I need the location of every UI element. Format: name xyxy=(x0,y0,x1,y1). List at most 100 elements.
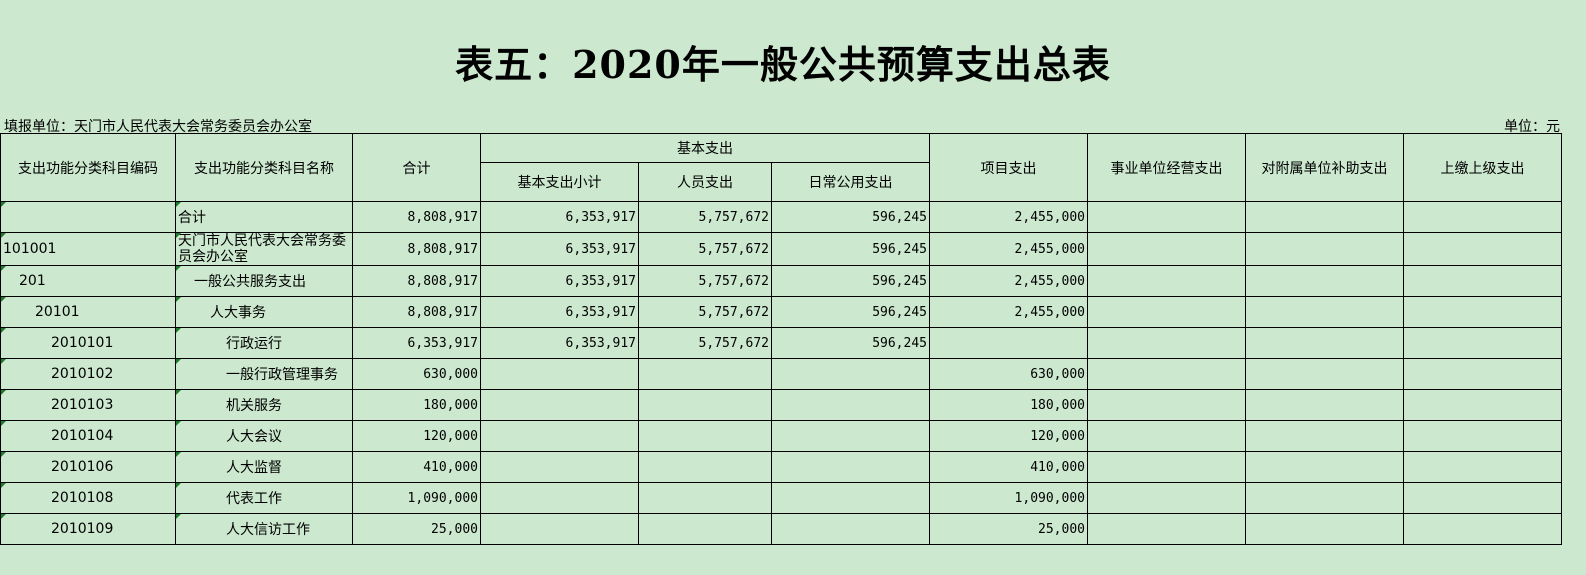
cell-name: 一般公共服务支出 xyxy=(175,265,353,297)
header-total: 合计 xyxy=(352,133,481,202)
table-row: 2010102 一般行政管理事务 630,000 630,000 xyxy=(0,358,1562,390)
cell-public xyxy=(771,389,930,421)
cell-total: 8,808,917 xyxy=(352,232,481,266)
cell-subsidy xyxy=(1245,451,1404,483)
cell-business xyxy=(1087,482,1246,514)
table-row: 2010106 人大监督 410,000 410,000 xyxy=(0,451,1562,483)
table-row: 2010104 人大会议 120,000 120,000 xyxy=(0,420,1562,452)
cell-total: 1,090,000 xyxy=(352,482,481,514)
cell-code: 2010108 xyxy=(0,482,176,514)
cell-business xyxy=(1087,389,1246,421)
header-subsidy: 对附属单位补助支出 xyxy=(1245,133,1404,202)
table-row: 2010103 机关服务 180,000 180,000 xyxy=(0,389,1562,421)
budget-table: 支出功能分类科目编码 支出功能分类科目名称 合计 基本支出 项目支出 事业单位经… xyxy=(0,133,1562,545)
cell-public xyxy=(771,482,930,514)
cell-personnel: 5,757,672 xyxy=(638,265,772,297)
reporting-unit: 填报单位：天门市人民代表大会常务委员会办公室 xyxy=(4,119,312,135)
cell-project: 630,000 xyxy=(929,358,1088,390)
cell-project: 120,000 xyxy=(929,420,1088,452)
header-basic-subtotal: 基本支出小计 xyxy=(480,162,639,202)
header-business: 事业单位经营支出 xyxy=(1087,133,1246,202)
cell-public: 596,245 xyxy=(771,201,930,233)
cell-subsidy xyxy=(1245,265,1404,297)
cell-subsidy xyxy=(1245,358,1404,390)
table-row: 20101 人大事务 8,808,917 6,353,917 5,757,672 596,… xyxy=(0,296,1562,328)
cell-public: 596,245 xyxy=(771,232,930,266)
cell-personnel: 5,757,672 xyxy=(638,327,772,359)
cell-subsidy xyxy=(1245,420,1404,452)
cell-subsidy xyxy=(1245,482,1404,514)
cell-code: 2010101 xyxy=(0,327,176,359)
cell-total: 630,000 xyxy=(352,358,481,390)
cell-basic-subtotal xyxy=(480,513,639,545)
table-row: 201 一般公共服务支出 8,808,917 6,353,917 5,757,672 59… xyxy=(0,265,1562,297)
cell-personnel xyxy=(638,451,772,483)
cell-basic-subtotal: 6,353,917 xyxy=(480,327,639,359)
currency-unit: 单位：元 xyxy=(1504,119,1560,135)
header-public: 日常公用支出 xyxy=(771,162,930,202)
cell-total: 120,000 xyxy=(352,420,481,452)
cell-personnel xyxy=(638,389,772,421)
cell-remit xyxy=(1403,265,1562,297)
cell-public xyxy=(771,420,930,452)
cell-basic-subtotal: 6,353,917 xyxy=(480,201,639,233)
cell-personnel: 5,757,672 xyxy=(638,296,772,328)
cell-name: 人大监督 xyxy=(175,451,353,483)
cell-business xyxy=(1087,358,1246,390)
cell-code xyxy=(0,201,176,233)
cell-subsidy xyxy=(1245,327,1404,359)
header-name: 支出功能分类科目名称 xyxy=(175,133,353,202)
cell-subsidy xyxy=(1245,389,1404,421)
cell-remit xyxy=(1403,451,1562,483)
cell-business xyxy=(1087,451,1246,483)
cell-business xyxy=(1087,296,1246,328)
cell-remit xyxy=(1403,232,1562,266)
cell-name: 人大事务 xyxy=(175,296,353,328)
cell-public: 596,245 xyxy=(771,265,930,297)
cell-basic-subtotal: 6,353,917 xyxy=(480,296,639,328)
cell-remit xyxy=(1403,482,1562,514)
cell-total: 8,808,917 xyxy=(352,296,481,328)
cell-project: 2,455,000 xyxy=(929,201,1088,233)
cell-business xyxy=(1087,327,1246,359)
cell-business xyxy=(1087,420,1246,452)
header-remit: 上缴上级支出 xyxy=(1403,133,1562,202)
cell-name: 机关服务 xyxy=(175,389,353,421)
cell-subsidy xyxy=(1245,232,1404,266)
cell-project: 1,090,000 xyxy=(929,482,1088,514)
cell-total: 25,000 xyxy=(352,513,481,545)
cell-subsidy xyxy=(1245,201,1404,233)
header-project: 项目支出 xyxy=(929,133,1088,202)
cell-name: 天门市人民代表大会常务委员会办公室 xyxy=(175,232,353,266)
cell-personnel xyxy=(638,358,772,390)
cell-business xyxy=(1087,513,1246,545)
cell-code: 2010109 xyxy=(0,513,176,545)
cell-name: 代表工作 xyxy=(175,482,353,514)
cell-code: 201 xyxy=(0,265,176,297)
cell-basic-subtotal: 6,353,917 xyxy=(480,265,639,297)
cell-total: 8,808,917 xyxy=(352,201,481,233)
cell-code: 2010106 xyxy=(0,451,176,483)
cell-name: 合计 xyxy=(175,201,353,233)
cell-public: 596,245 xyxy=(771,327,930,359)
table-row: 101001 天门市人民代表大会常务委员会办公室 8,808,917 6,353,91… xyxy=(0,232,1562,266)
cell-basic-subtotal xyxy=(480,451,639,483)
cell-basic-subtotal xyxy=(480,420,639,452)
table-body: 合计 8,808,917 6,353,917 5,757,672 596,245 2,45… xyxy=(0,201,1562,545)
cell-project xyxy=(929,327,1088,359)
cell-remit xyxy=(1403,389,1562,421)
cell-name: 一般行政管理事务 xyxy=(175,358,353,390)
cell-remit xyxy=(1403,327,1562,359)
cell-remit xyxy=(1403,513,1562,545)
table-row: 2010109 人大信访工作 25,000 25,000 xyxy=(0,513,1562,545)
table-row: 2010101 行政运行 6,353,917 6,353,917 5,757,672 59… xyxy=(0,327,1562,359)
cell-public: 596,245 xyxy=(771,296,930,328)
cell-remit xyxy=(1403,201,1562,233)
cell-project: 2,455,000 xyxy=(929,232,1088,266)
cell-business xyxy=(1087,265,1246,297)
cell-name: 人大会议 xyxy=(175,420,353,452)
header-basic-group: 基本支出 xyxy=(480,133,930,163)
cell-project: 180,000 xyxy=(929,389,1088,421)
table-row: 2010108 代表工作 1,090,000 1,090,000 xyxy=(0,482,1562,514)
cell-subsidy xyxy=(1245,296,1404,328)
